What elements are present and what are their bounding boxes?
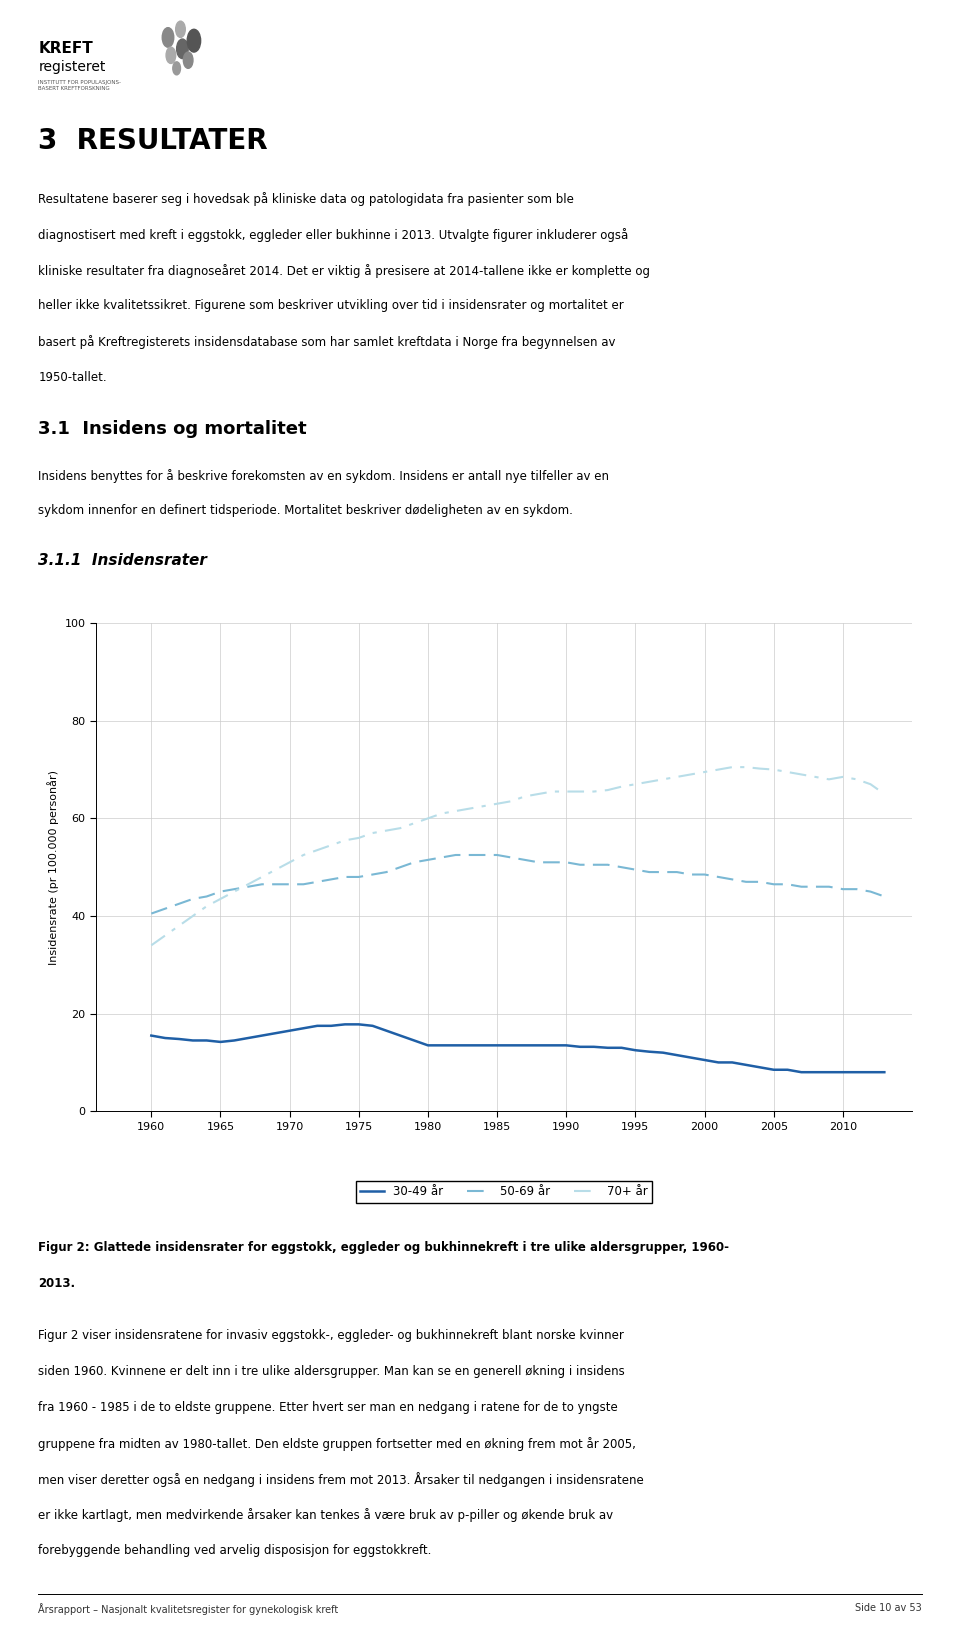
Text: basert på Kreftregisterets insidensdatabase som har samlet kreftdata i Norge fra: basert på Kreftregisterets insidensdatab… [38, 335, 616, 350]
Text: gruppene fra midten av 1980-tallet. Den eldste gruppen fortsetter med en økning : gruppene fra midten av 1980-tallet. Den … [38, 1437, 636, 1451]
Text: 3.1  Insidens og mortalitet: 3.1 Insidens og mortalitet [38, 420, 307, 438]
Circle shape [177, 39, 188, 59]
Text: Figur 2: Glattede insidensrater for eggstokk, eggleder og bukhinnekreft i tre ul: Figur 2: Glattede insidensrater for eggs… [38, 1241, 730, 1254]
Text: forebyggende behandling ved arvelig disposisjon for eggstokkreft.: forebyggende behandling ved arvelig disp… [38, 1544, 432, 1557]
Circle shape [176, 21, 185, 37]
Text: INSTITUTT FOR POPULASJONS-
BASERT KREFTFORSKNING: INSTITUTT FOR POPULASJONS- BASERT KREFTF… [38, 80, 121, 91]
Text: Årsrapport – Nasjonalt kvalitetsregister for gynekologisk kreft: Årsrapport – Nasjonalt kvalitetsregister… [38, 1603, 339, 1614]
Text: registeret: registeret [38, 60, 106, 75]
Text: Resultatene baserer seg i hovedsak på kliniske data og patologidata fra pasiente: Resultatene baserer seg i hovedsak på kl… [38, 192, 574, 207]
Legend: 30-49 år, 50-69 år, 70+ år: 30-49 år, 50-69 år, 70+ år [355, 1181, 653, 1202]
Text: kliniske resultater fra diagnoseåret 2014. Det er viktig å presisere at 2014-tal: kliniske resultater fra diagnoseåret 201… [38, 264, 651, 278]
Circle shape [173, 62, 180, 75]
Circle shape [183, 52, 193, 68]
Y-axis label: Insidensrate (pr 100.000 personår): Insidensrate (pr 100.000 personår) [47, 770, 59, 965]
Text: sykdom innenfor en definert tidsperiode. Mortalitet beskriver dødeligheten av en: sykdom innenfor en definert tidsperiode.… [38, 504, 573, 517]
Text: er ikke kartlagt, men medvirkende årsaker kan tenkes å være bruk av p-piller og : er ikke kartlagt, men medvirkende årsake… [38, 1508, 613, 1523]
Text: Side 10 av 53: Side 10 av 53 [854, 1603, 922, 1612]
Text: 2013.: 2013. [38, 1277, 76, 1290]
Text: siden 1960. Kvinnene er delt inn i tre ulike aldersgrupper. Man kan se en genere: siden 1960. Kvinnene er delt inn i tre u… [38, 1365, 625, 1378]
Text: 1950-tallet.: 1950-tallet. [38, 371, 107, 384]
Text: Figur 2 viser insidensratene for invasiv eggstokk-, eggleder- og bukhinnekreft b: Figur 2 viser insidensratene for invasiv… [38, 1329, 624, 1342]
Text: KREFT: KREFT [38, 41, 93, 55]
Text: heller ikke kvalitetssikret. Figurene som beskriver utvikling over tid i insiden: heller ikke kvalitetssikret. Figurene so… [38, 299, 624, 312]
Text: diagnostisert med kreft i eggstokk, eggleder eller bukhinne i 2013. Utvalgte fig: diagnostisert med kreft i eggstokk, eggl… [38, 228, 629, 242]
Circle shape [166, 47, 176, 63]
Text: 3.1.1  Insidensrater: 3.1.1 Insidensrater [38, 553, 207, 568]
Text: Insidens benyttes for å beskrive forekomsten av en sykdom. Insidens er antall ny: Insidens benyttes for å beskrive forekom… [38, 469, 610, 483]
Text: fra 1960 - 1985 i de to eldste gruppene. Etter hvert ser man en nedgang i ratene: fra 1960 - 1985 i de to eldste gruppene.… [38, 1401, 618, 1414]
Text: 3  RESULTATER: 3 RESULTATER [38, 127, 268, 155]
Circle shape [187, 29, 201, 52]
Text: men viser deretter også en nedgang i insidens frem mot 2013. Årsaker til nedgang: men viser deretter også en nedgang i ins… [38, 1472, 644, 1487]
Circle shape [162, 28, 174, 47]
